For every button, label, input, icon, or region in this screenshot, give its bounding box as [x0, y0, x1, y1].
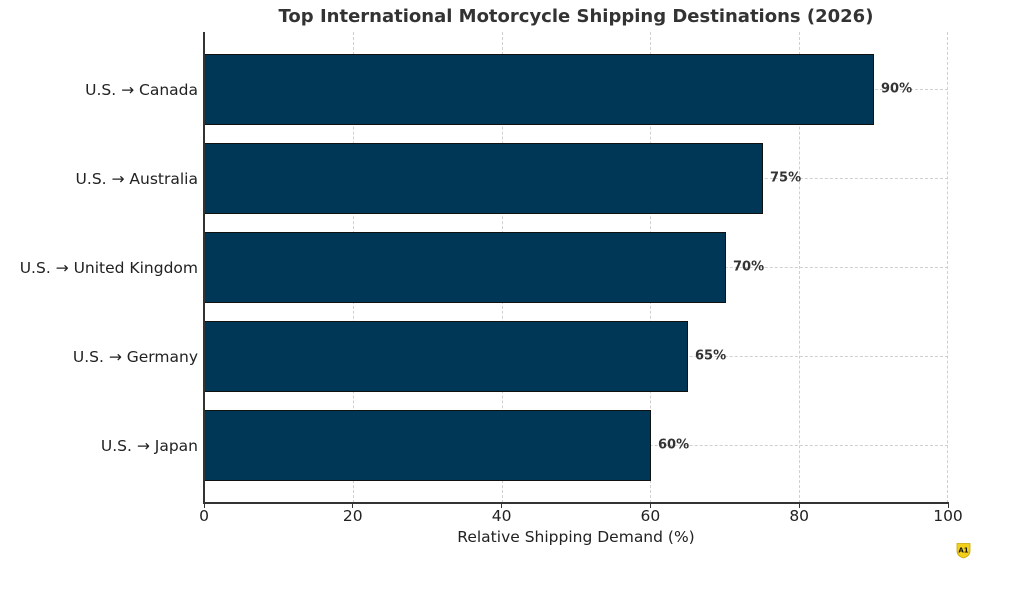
x-tick-label: 40: [491, 507, 512, 525]
y-axis: [203, 32, 205, 504]
data-label: 90%: [881, 81, 913, 97]
bar-germany: [204, 321, 688, 392]
data-label: 75%: [770, 170, 802, 186]
x-tick: [798, 503, 800, 508]
x-axis-label: Relative Shipping Demand (%): [457, 528, 695, 546]
x-tick: [501, 503, 503, 508]
data-label: 70%: [733, 259, 765, 275]
x-tick-label: 60: [640, 507, 661, 525]
x-tick-label: 80: [789, 507, 810, 525]
logo-shield-icon: A1: [956, 543, 971, 559]
bar-japan: [204, 410, 651, 481]
x-tick: [352, 503, 354, 508]
category-label: U.S. → United Kingdom: [19, 259, 198, 277]
chart-title: Top International Motorcycle Shipping De…: [278, 6, 874, 27]
x-axis: [203, 502, 949, 504]
x-tick: [649, 503, 651, 508]
svg-text:A1: A1: [958, 547, 968, 555]
data-label: 65%: [695, 348, 727, 364]
category-label: U.S. → Australia: [75, 170, 198, 188]
x-tick-label: 100: [933, 507, 963, 525]
x-tick: [203, 503, 205, 508]
bar-australia: [204, 143, 763, 214]
x-tick-label: 0: [199, 507, 209, 525]
category-label: U.S. → Japan: [100, 437, 198, 455]
data-label: 60%: [658, 437, 690, 453]
x-tick-label: 20: [342, 507, 363, 525]
bar-united-kingdom: [204, 232, 726, 303]
x-tick: [947, 503, 949, 508]
category-label: U.S. → Germany: [72, 348, 198, 366]
bar-canada: [204, 54, 874, 125]
category-label: U.S. → Canada: [85, 81, 198, 99]
plot-area: 90% 75% 70% 65% 60%: [204, 32, 948, 503]
